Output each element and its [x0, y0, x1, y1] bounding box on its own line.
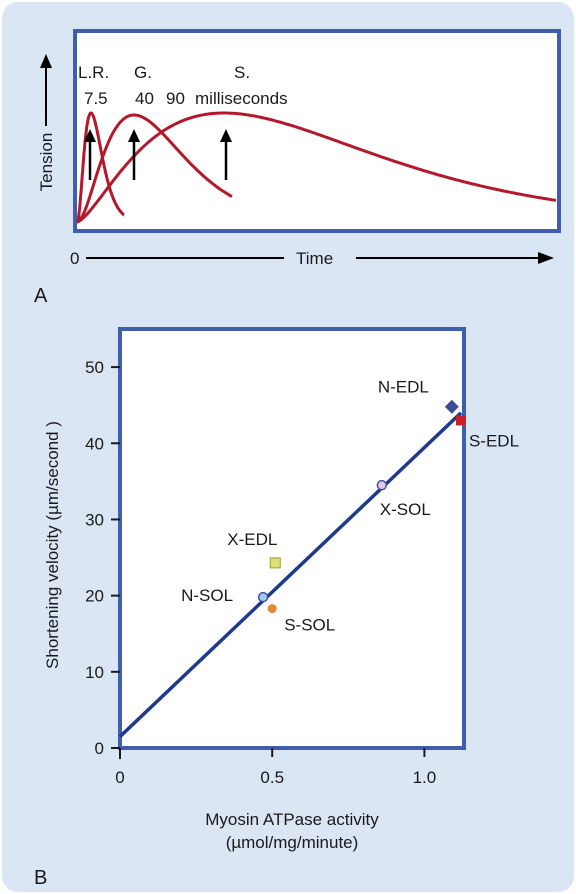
peak-time-s: 90: [166, 89, 185, 108]
panel-b-label: B: [34, 867, 47, 889]
panel-b-plot-frame: [118, 327, 466, 750]
data-point-x-sol: [376, 479, 388, 491]
series-line-s: [76, 111, 557, 224]
x-tick-label: 1.0: [413, 768, 437, 787]
series-label-g: G.: [134, 63, 152, 82]
peak-time-lr: 7.5: [84, 89, 108, 108]
peak-time-g: 40: [135, 89, 154, 108]
data-point-n-edl: [444, 399, 459, 414]
peak-arrow-g: [128, 129, 140, 180]
panel-b-x-axis-unit: (µmol/mg/minute): [226, 833, 359, 852]
series-line-g: [76, 113, 233, 224]
series-line-lr: [76, 111, 125, 224]
point-label-s-edl: S-EDL: [469, 431, 519, 450]
peak-arrow-lr: [84, 129, 96, 180]
x-axis-origin-label: 0: [70, 249, 79, 268]
y-tick-label: 40: [85, 434, 104, 453]
y-axis-label: Tension: [37, 133, 56, 192]
point-label-x-sol: X-SOL: [380, 500, 431, 519]
point-label-s-sol: S-SOL: [284, 616, 335, 635]
data-point-n-sol: [257, 591, 269, 603]
y-tick-label: 30: [85, 510, 104, 529]
series-label-lr: L.R.: [78, 63, 109, 82]
data-point-x-edl: [269, 557, 281, 569]
x-axis-label: Time: [296, 249, 333, 268]
y-tick-label: 10: [85, 663, 104, 682]
data-point-s-edl: [455, 415, 466, 426]
y-tick-label: 50: [85, 358, 104, 377]
panel-a-label: A: [34, 285, 48, 307]
x-tick-label: 0.5: [260, 768, 284, 787]
regression-line: [118, 411, 463, 738]
point-label-x-edl: X-EDL: [227, 530, 277, 549]
point-label-n-edl: N-EDL: [378, 378, 429, 397]
x-axis-arrow: [356, 252, 554, 264]
unit-label: milliseconds: [195, 89, 288, 108]
panel-a-plot-frame: [73, 29, 561, 233]
panel-b-x-axis-label: Myosin ATPase activity: [205, 810, 379, 829]
peak-arrow-s: [220, 129, 232, 180]
panel-b-y-axis-label: Shortening velocity (µm/second ): [43, 421, 62, 669]
series-label-s: S.: [234, 63, 250, 82]
y-tick-label: 0: [95, 739, 104, 758]
data-point-s-sol: [267, 604, 277, 614]
point-label-n-sol: N-SOL: [181, 586, 233, 605]
panel-b: 0 10 20 30 40 50 0 0.5 1.0 N-EDL S-EDL X-SOL X-EDL…: [34, 327, 519, 889]
y-tick-label: 20: [85, 587, 104, 606]
x-tick-label: 0: [115, 768, 124, 787]
y-axis-arrow: [40, 54, 52, 126]
panel-a: L.R. G. S. 7.5 40 90 milliseconds Tensio…: [34, 29, 561, 307]
